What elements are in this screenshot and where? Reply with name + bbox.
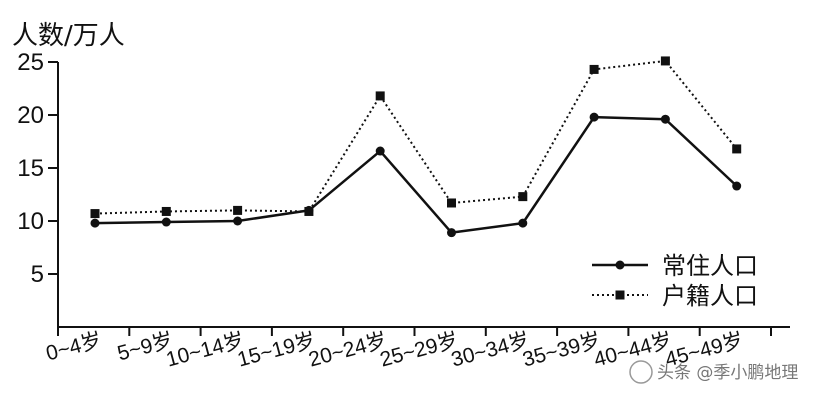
data-point: [732, 144, 742, 154]
data-point: [161, 206, 171, 216]
data-point: [660, 56, 670, 66]
watermark: 头条 @季小鹏地理: [629, 360, 798, 384]
legend-label: 常住人口: [662, 252, 758, 280]
data-point: [518, 192, 528, 202]
legend-label: 户籍人口: [662, 282, 758, 310]
data-point: [304, 206, 314, 216]
data-point: [233, 216, 243, 226]
data-point: [375, 91, 385, 101]
series-1: [90, 112, 742, 238]
legend-marker: [615, 290, 625, 300]
legend-marker: [615, 260, 625, 270]
watermark-text: 头条 @季小鹏地理: [657, 363, 798, 383]
data-point: [447, 198, 456, 208]
series-line: [94, 59, 738, 215]
data-point: [447, 228, 456, 238]
y-axis-title: 人数/万人: [12, 21, 125, 51]
data-point: [660, 114, 670, 124]
data-point: [233, 205, 243, 215]
y-tick-label: 10: [17, 208, 44, 235]
series-layer: [90, 56, 742, 238]
series-2: [90, 56, 742, 219]
data-point: [375, 146, 385, 156]
x-tick-labels: 0~4岁 5~9岁10~14岁15~19岁20~24岁25~29岁30~34岁35…: [44, 329, 746, 372]
data-point: [589, 64, 599, 74]
y-tick-label: 5: [31, 261, 44, 288]
y-tick-labels: 5 10 15 20 25: [17, 49, 44, 288]
x-tick-label: 0~4岁: [44, 329, 105, 366]
data-point: [518, 218, 528, 228]
y-tick-label: 15: [17, 155, 44, 182]
data-point: [90, 209, 100, 219]
y-tick-label: 25: [17, 49, 44, 76]
data-point: [90, 218, 100, 228]
data-point: [589, 112, 599, 122]
watermark-logo-icon: [629, 360, 653, 384]
axes: [48, 61, 790, 336]
y-tick-label: 20: [17, 102, 44, 129]
data-point: [732, 181, 742, 191]
series-line: [94, 115, 738, 234]
data-point: [161, 217, 171, 227]
